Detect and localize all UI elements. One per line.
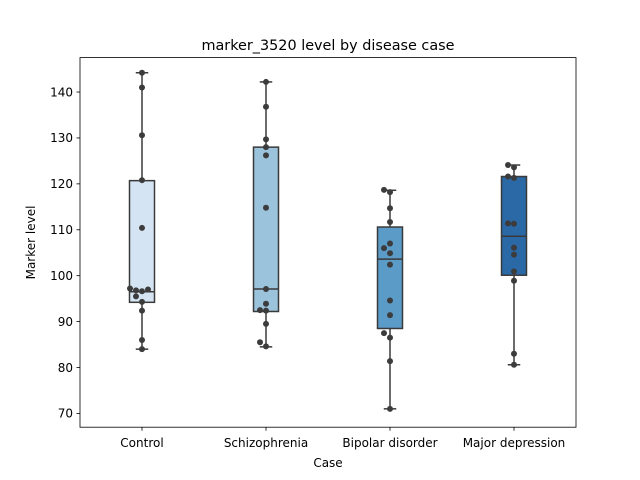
data-point bbox=[387, 218, 393, 225]
x-tick-label: Schizophrenia bbox=[224, 436, 308, 450]
y-tick-label: 100 bbox=[50, 269, 73, 283]
data-point bbox=[139, 288, 145, 295]
data-point bbox=[387, 405, 393, 412]
y-tick-label: 90 bbox=[58, 315, 73, 329]
y-axis-label: Marker level bbox=[24, 206, 38, 280]
data-point bbox=[511, 350, 517, 357]
data-point bbox=[387, 261, 393, 268]
data-point bbox=[387, 334, 393, 341]
data-point bbox=[139, 177, 145, 184]
data-point bbox=[139, 84, 145, 91]
data-point bbox=[133, 293, 139, 300]
data-point bbox=[139, 336, 145, 343]
data-point bbox=[505, 162, 511, 169]
data-point bbox=[263, 144, 269, 151]
data-point bbox=[139, 69, 145, 76]
data-point bbox=[139, 307, 145, 314]
data-point bbox=[505, 220, 511, 227]
data-point bbox=[511, 220, 517, 227]
data-point bbox=[263, 307, 269, 314]
data-point bbox=[387, 297, 393, 304]
y-tick-label: 70 bbox=[58, 407, 73, 421]
data-point bbox=[511, 361, 517, 368]
data-point bbox=[257, 339, 263, 346]
data-point bbox=[387, 250, 393, 257]
data-point bbox=[139, 132, 145, 139]
data-point bbox=[263, 343, 269, 350]
data-point bbox=[387, 189, 393, 196]
data-point bbox=[511, 174, 517, 181]
data-point bbox=[145, 286, 151, 293]
data-point bbox=[263, 320, 269, 327]
plot-area: 70 80 90 100 110 120 130 140 Control Schizophreni… bbox=[50, 69, 566, 450]
data-point bbox=[387, 205, 393, 212]
data-point bbox=[381, 245, 387, 252]
data-point bbox=[263, 300, 269, 307]
data-point bbox=[139, 298, 145, 305]
data-point bbox=[387, 358, 393, 365]
data-point bbox=[511, 277, 517, 284]
x-tick-label: Control bbox=[120, 436, 163, 450]
data-point bbox=[387, 312, 393, 319]
data-point bbox=[511, 244, 517, 251]
x-tick-label: Major depression bbox=[463, 436, 566, 450]
data-point bbox=[133, 287, 139, 294]
data-point bbox=[139, 224, 145, 231]
data-point bbox=[511, 251, 517, 258]
x-axis-label: Case bbox=[313, 456, 342, 470]
data-point bbox=[263, 103, 269, 110]
data-point bbox=[387, 240, 393, 247]
data-point bbox=[263, 152, 269, 159]
y-tick-label: 140 bbox=[50, 85, 73, 99]
y-tick-label: 130 bbox=[50, 131, 73, 145]
x-tick-label: Bipolar disorder bbox=[342, 436, 437, 450]
data-point bbox=[511, 164, 517, 171]
y-tick-label: 120 bbox=[50, 177, 73, 191]
data-point bbox=[263, 78, 269, 85]
data-point bbox=[127, 285, 133, 292]
data-point bbox=[381, 186, 387, 193]
data-point bbox=[257, 307, 263, 314]
data-point bbox=[511, 268, 517, 275]
data-point bbox=[139, 346, 145, 353]
box-1 bbox=[128, 179, 156, 304]
data-point bbox=[505, 173, 511, 180]
data-point bbox=[263, 136, 269, 143]
plot-frame bbox=[79, 57, 577, 428]
chart-title: marker_3520 level by disease case bbox=[201, 38, 454, 54]
y-tick-label: 110 bbox=[50, 223, 73, 237]
y-tick-label: 80 bbox=[58, 361, 73, 375]
data-point bbox=[263, 286, 269, 293]
data-point bbox=[263, 204, 269, 211]
data-point bbox=[381, 330, 387, 337]
